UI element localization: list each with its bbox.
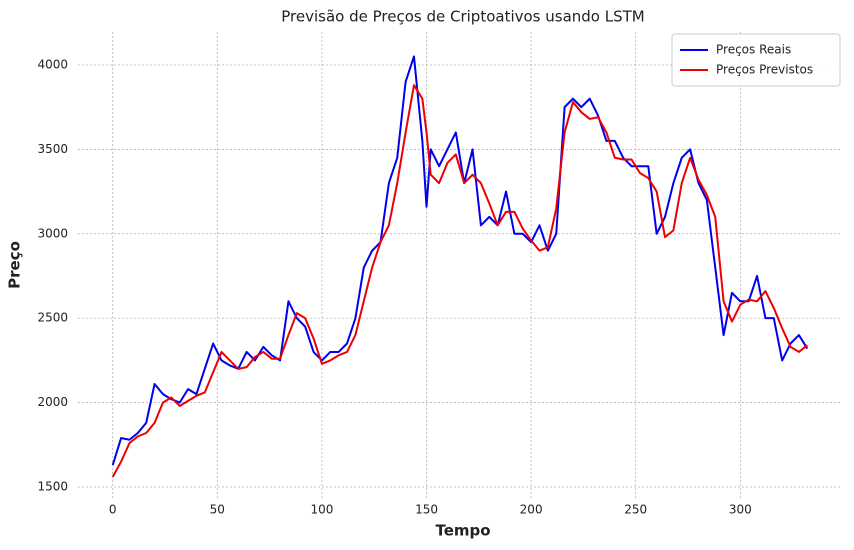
legend-box (671, 33, 841, 87)
chart-title: Previsão de Preços de Criptoativos usand… (281, 8, 644, 26)
x-axis-label: Tempo (435, 522, 490, 540)
legend-label: Preços Reais (716, 43, 791, 57)
y-tick-label: 1500 (37, 480, 68, 494)
y-tick-label: 2500 (37, 311, 68, 325)
x-tick-label: 50 (210, 503, 225, 517)
y-tick-label: 4000 (37, 57, 68, 71)
y-tick-label: 3000 (37, 226, 68, 240)
y-tick-label: 2000 (37, 395, 68, 409)
x-tick-label: 300 (729, 503, 752, 517)
line-series (111, 55, 809, 466)
x-tick-label: 0 (109, 503, 117, 517)
y-tick-label: 3500 (37, 142, 68, 156)
x-tick-label: 200 (520, 503, 543, 517)
x-tick-label: 250 (624, 503, 647, 517)
line-series (111, 84, 808, 478)
x-tick-label: 150 (415, 503, 438, 517)
legend-label: Preços Previstos (716, 63, 813, 77)
x-tick-label: 100 (310, 503, 333, 517)
y-axis-label: Preço (6, 241, 24, 289)
